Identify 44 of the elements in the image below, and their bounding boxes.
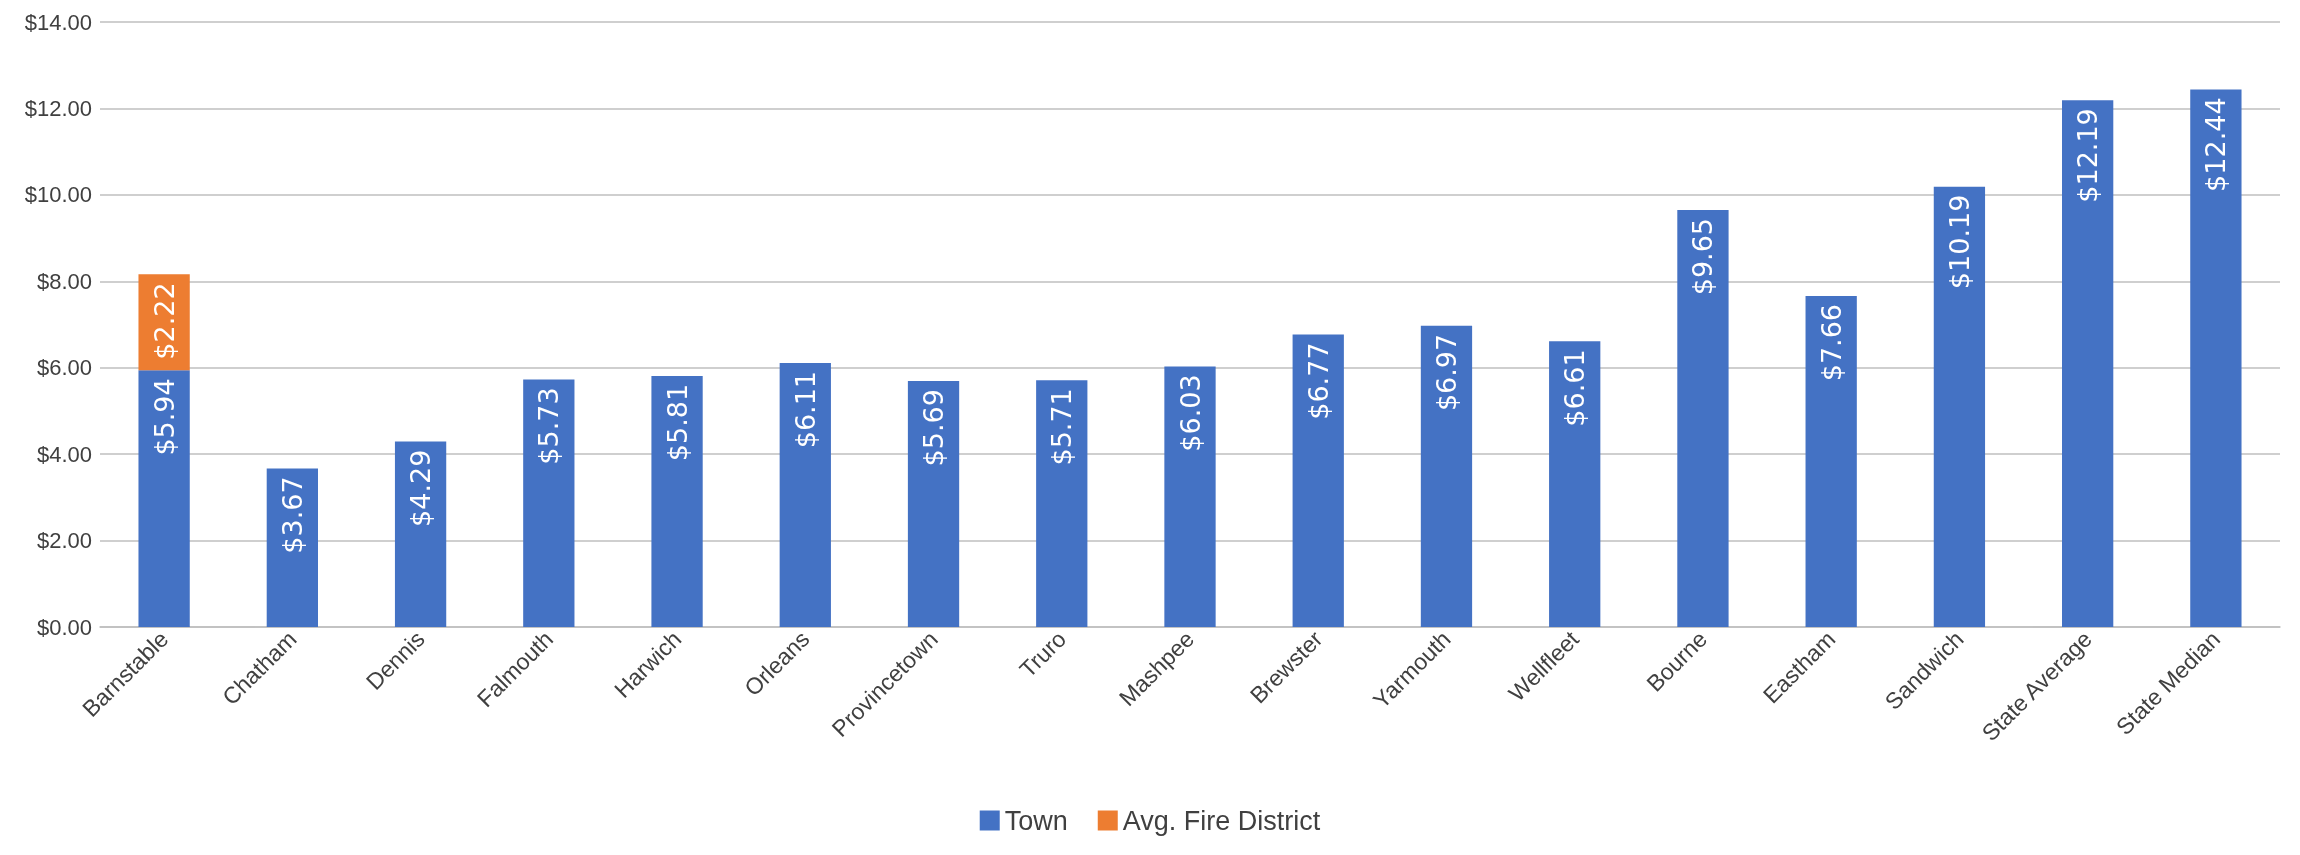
data-label: $6.77 bbox=[1302, 342, 1334, 420]
data-label: $3.67 bbox=[276, 476, 308, 554]
bar bbox=[1292, 334, 1344, 627]
y-tick-label: $6.00 bbox=[36, 355, 92, 381]
data-label: $6.61 bbox=[1559, 349, 1591, 427]
bar bbox=[2190, 89, 2242, 627]
bar bbox=[1036, 380, 1088, 627]
bar bbox=[907, 381, 960, 627]
data-label: $5.94 bbox=[148, 378, 180, 456]
data-label: $12.19 bbox=[2072, 108, 2104, 203]
data-label: $9.65 bbox=[1687, 217, 1719, 296]
legend-label: Avg. Fire District bbox=[1122, 805, 1321, 836]
data-label: $12.44 bbox=[2200, 97, 2232, 192]
data-label: $7.66 bbox=[1815, 303, 1847, 382]
bar bbox=[1164, 366, 1216, 627]
bar bbox=[2062, 100, 2114, 627]
bar bbox=[266, 468, 318, 627]
y-tick-label: $2.00 bbox=[36, 528, 92, 554]
legend-label: Town bbox=[1004, 805, 1068, 836]
bar bbox=[1677, 209, 1729, 627]
bar bbox=[1420, 325, 1473, 627]
bar bbox=[138, 370, 190, 627]
bar bbox=[1933, 186, 1986, 627]
bar bbox=[779, 362, 831, 627]
data-label: $6.03 bbox=[1174, 374, 1206, 452]
bar bbox=[523, 379, 575, 627]
data-label: $6.11 bbox=[789, 370, 821, 449]
y-tick-label: $4.00 bbox=[36, 441, 92, 467]
y-tick-label: $8.00 bbox=[36, 268, 92, 294]
data-label: $5.81 bbox=[661, 383, 693, 462]
bar bbox=[394, 441, 447, 627]
data-label: $5.73 bbox=[533, 387, 565, 465]
bar bbox=[651, 375, 703, 627]
data-label: $4.29 bbox=[405, 449, 437, 527]
bar bbox=[1549, 341, 1601, 627]
bar bbox=[1805, 295, 1857, 627]
data-label: $2.22 bbox=[148, 282, 180, 360]
y-tick-label: $14.00 bbox=[24, 9, 92, 35]
data-label: $10.19 bbox=[1943, 194, 1975, 290]
data-label: $5.71 bbox=[1046, 388, 1078, 466]
data-label: $5.69 bbox=[918, 389, 950, 467]
y-tick-label: $12.00 bbox=[24, 95, 92, 121]
data-label: $6.97 bbox=[1430, 333, 1462, 412]
y-tick-label: $10.00 bbox=[24, 182, 92, 208]
